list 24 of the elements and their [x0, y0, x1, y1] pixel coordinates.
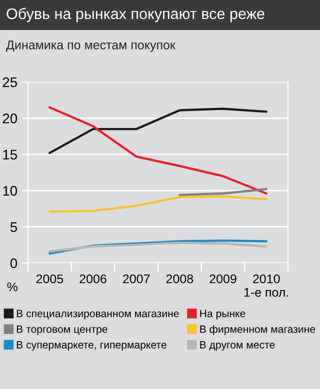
y-tick-label: 15 — [3, 150, 18, 160]
x-tick-label: 2010 1-е пол. — [244, 274, 288, 297]
legend-label: В торговом центре — [16, 326, 108, 335]
x-tick-label: 2006 — [80, 274, 106, 284]
legend-label: В фирменном магазине — [200, 325, 316, 335]
x-tick-label: 2005 — [36, 274, 64, 284]
x-tick-label: 2009 — [210, 274, 236, 284]
y-tick-label: 20 — [2, 114, 18, 124]
y-tick-label: 0 — [10, 258, 18, 268]
line-series — [48, 195, 268, 213]
y-axis-title: % — [7, 282, 18, 292]
legend-label: В супермаркете, гипермаркете — [16, 341, 166, 351]
chart-title: Обувь на рынках покупают все реже — [6, 8, 264, 22]
legend-label: В специализированном магазине — [16, 310, 179, 320]
y-tick-label: 25 — [2, 77, 18, 88]
y-tick-label: 5 — [10, 222, 17, 232]
y-tick-label: 10 — [3, 186, 18, 196]
legend-label: В другом месте — [200, 341, 275, 351]
x-tick-label: 2008 — [166, 274, 194, 284]
chart-subtitle: Динамика по местам покупок — [6, 40, 176, 52]
line-series — [48, 108, 268, 154]
line-series — [48, 106, 268, 195]
legend-label: На рынке — [200, 310, 246, 320]
x-tick-label: 2007 — [123, 274, 150, 284]
